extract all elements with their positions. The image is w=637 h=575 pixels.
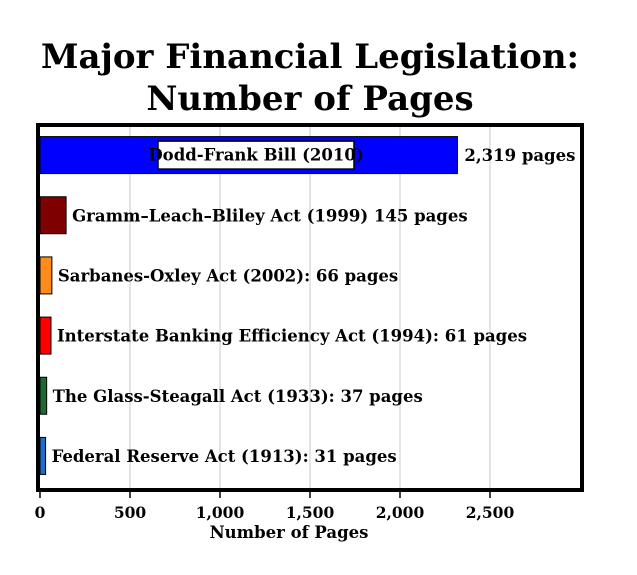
bar-label: Gramm–Leach–Bliley Act (1999) 145 pages [72, 206, 468, 225]
gridlines [129, 127, 491, 488]
bar-label: Interstate Banking Efficiency Act (1994)… [57, 327, 527, 346]
bar-label: The Glass-Steagall Act (1933): 37 pages [53, 387, 423, 406]
x-axis-title: Number of Pages [210, 523, 369, 542]
bar-inner-label: Dodd-Frank Bill (2010) [148, 146, 363, 165]
x-tick-label: 500 [114, 503, 147, 522]
chart-title-line-2: Number of Pages [146, 79, 473, 119]
x-tick-label: 2,000 [376, 503, 425, 522]
bar [39, 316, 52, 355]
x-tick-label: 1,000 [196, 503, 245, 522]
bar [39, 196, 67, 235]
bar [39, 436, 47, 475]
bar [39, 256, 53, 295]
bar-value-label: 2,319 pages [464, 146, 575, 165]
x-tick-label: 0 [35, 503, 46, 522]
bar-inner-label-box [157, 140, 355, 170]
x-tick-label: 2,500 [466, 503, 515, 522]
x-tick-label: 1,500 [286, 503, 335, 522]
bars-group: Dodd-Frank Bill (2010) 2,319 pages Gramm–L… [39, 136, 575, 475]
chart-title: Major Financial Legislation: Number of P… [41, 37, 579, 119]
bar-label: Federal Reserve Act (1913): 31 pages [52, 447, 397, 466]
x-axis-ticks: 0 500 1,000 1,500 2,000 2,500 [35, 492, 515, 522]
bar [39, 376, 48, 415]
plot-area-frame [36, 123, 584, 492]
bar-label: Sarbanes-Oxley Act (2002): 66 pages [58, 266, 398, 285]
chart-title-line-1: Major Financial Legislation: [41, 37, 579, 77]
